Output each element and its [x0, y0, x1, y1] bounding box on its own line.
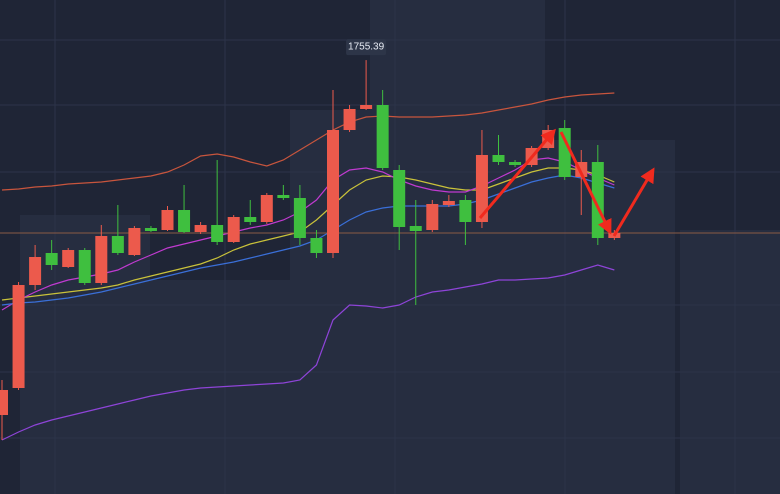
candle-body [244, 217, 257, 222]
candle-body [95, 236, 108, 283]
candle-body [277, 195, 290, 198]
candle-body [78, 250, 91, 283]
candle-body [62, 250, 75, 267]
candle-body [12, 285, 25, 388]
candle-body [45, 253, 58, 265]
candle-body [376, 105, 389, 168]
annotation-box [346, 39, 387, 56]
candle-body [310, 238, 323, 253]
candle-body [0, 390, 8, 415]
trend-arrows [478, 128, 655, 237]
candle-body [227, 217, 240, 242]
candle-body [459, 200, 472, 222]
candle-body [393, 170, 406, 227]
annotation: 1755.39 [348, 42, 385, 53]
candle-body [327, 130, 339, 253]
city-silhouette [20, 0, 780, 494]
indicator-line [1, 174, 615, 306]
candle-body [360, 105, 373, 109]
candle-body [111, 236, 124, 253]
candle-body [293, 198, 306, 238]
candle-body [492, 155, 505, 162]
candle-body [343, 109, 356, 130]
candle-body [442, 201, 455, 205]
candle-body [161, 210, 174, 230]
candle-body [426, 204, 439, 230]
candle-body [260, 195, 273, 222]
candle-body [558, 128, 571, 177]
candle-body [509, 162, 522, 165]
candle-body [29, 257, 42, 285]
candle-body [128, 228, 141, 255]
candle-body [211, 225, 224, 242]
candle-body [409, 226, 422, 231]
candle-body [144, 228, 157, 231]
candle-body [475, 155, 488, 222]
indicator-line [1, 264, 615, 441]
indicator-line [1, 92, 615, 191]
candle-body [194, 225, 207, 232]
candle-body [178, 210, 191, 232]
